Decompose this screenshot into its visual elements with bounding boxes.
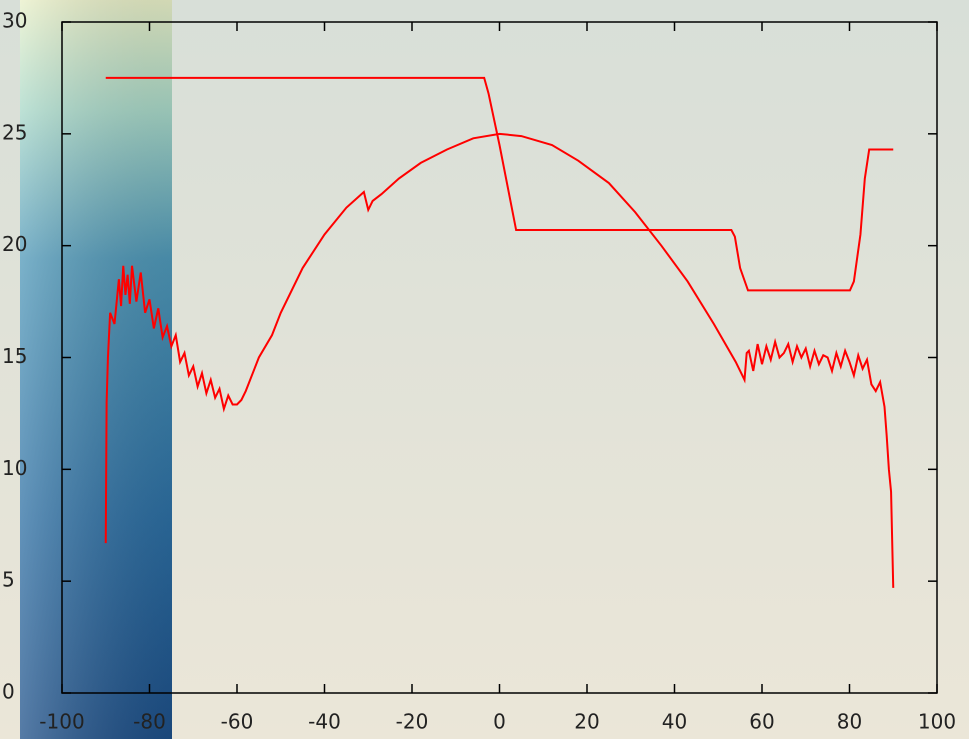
- y-tick-label: 30: [2, 9, 27, 33]
- series-line: [105, 76, 894, 292]
- y-tick-label: 0: [2, 680, 15, 704]
- x-tick-label: -80: [133, 710, 166, 734]
- x-tick-label: 100: [918, 710, 956, 734]
- x-tick-label: -100: [39, 710, 84, 734]
- x-tick-label: 20: [574, 710, 599, 734]
- sea-shade: [20, 0, 172, 739]
- x-tick-label: 80: [837, 710, 862, 734]
- x-tick-label: 0: [493, 710, 506, 734]
- x-tick-label: -40: [308, 710, 341, 734]
- x-tick-label: -60: [221, 710, 254, 734]
- y-tick-label: 15: [2, 344, 27, 368]
- y-tick-label: 10: [2, 456, 27, 480]
- x-tick-label: -20: [396, 710, 429, 734]
- x-tick-label: 40: [662, 710, 687, 734]
- series-line: [104, 132, 895, 588]
- x-tick-label: 60: [749, 710, 774, 734]
- y-tick-label: 20: [2, 232, 27, 256]
- y-tick-label: 5: [2, 568, 15, 592]
- y-tick-label: 25: [2, 120, 27, 144]
